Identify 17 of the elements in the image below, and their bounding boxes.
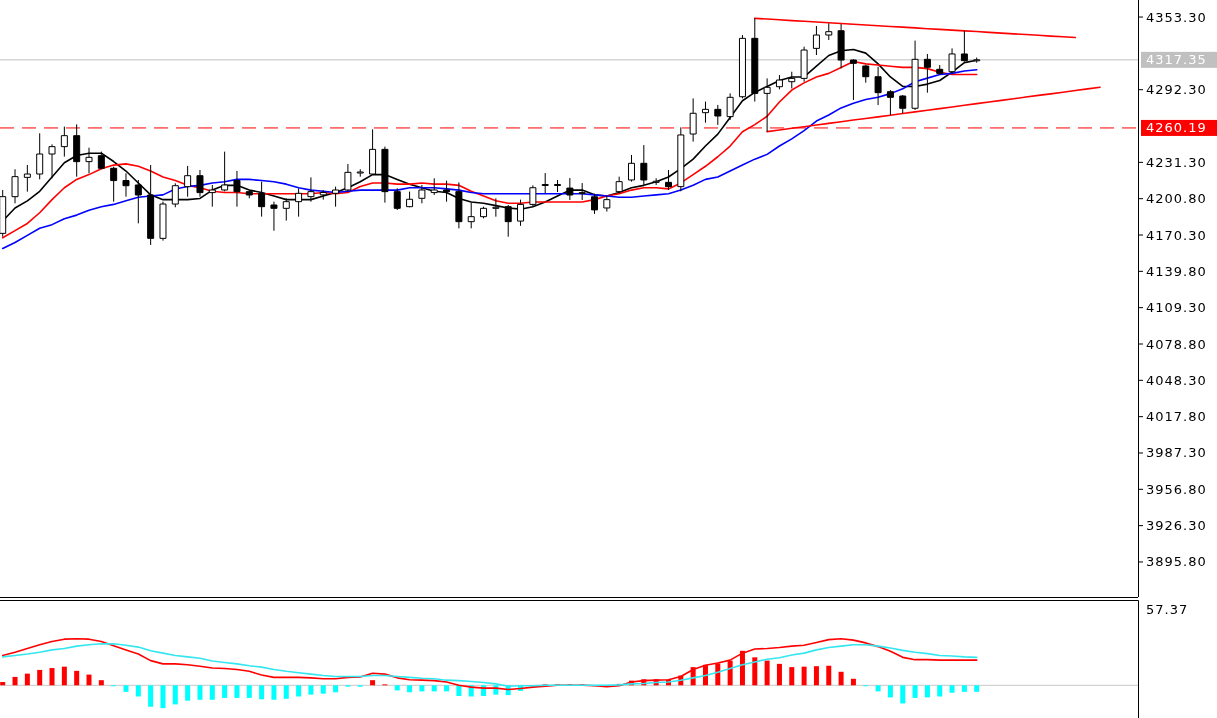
text: 57.37 (1146, 601, 1189, 617)
y-tick-label: 4231.30 (1146, 154, 1207, 170)
y-tick-label: 4078.80 (1146, 336, 1207, 352)
ref-line-label: 4317.35 (1146, 52, 1207, 68)
y-tick-label: 4048.30 (1146, 372, 1207, 388)
y-tick-label: 4139.80 (1146, 263, 1207, 279)
ref-line-label: 4260.19 (1146, 120, 1207, 136)
y-tick-label: 4200.80 (1146, 191, 1207, 207)
y-tick-label: 4170.30 (1146, 227, 1207, 243)
y-tick-label: 3895.80 (1146, 554, 1207, 570)
y-tick-label: 4109.30 (1146, 300, 1207, 316)
y-tick-label: 4292.30 (1146, 82, 1207, 98)
y-tick-label: 3956.80 (1146, 481, 1207, 497)
y-tick-label: 4353.30 (1146, 9, 1207, 25)
y-tick-label: 3987.30 (1146, 445, 1207, 461)
y-tick-label: 3926.30 (1146, 518, 1207, 534)
y-tick-label: 4017.80 (1146, 409, 1207, 425)
